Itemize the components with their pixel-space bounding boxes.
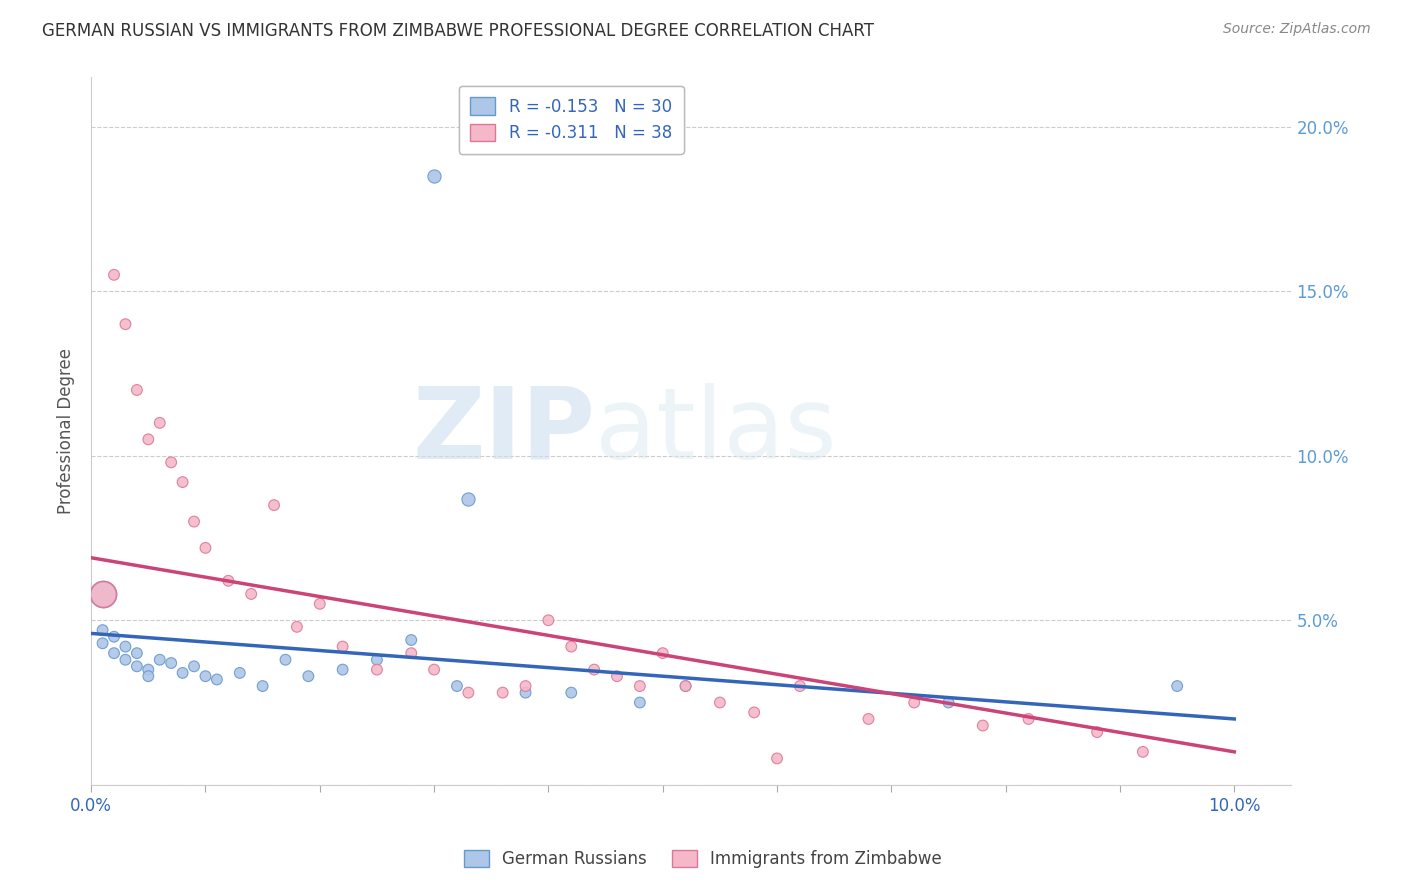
Point [136,433,159,447]
Point [91,636,114,650]
Point [136,669,159,683]
Point [149,653,172,667]
Point [766,751,789,765]
Point [183,659,205,673]
Point [423,663,446,677]
Point [492,686,515,700]
Point [560,686,582,700]
Point [114,640,136,654]
Point [240,587,263,601]
Point [938,696,960,710]
Point [114,653,136,667]
Point [606,669,628,683]
Point [114,317,136,331]
Point [285,620,308,634]
Legend: German Russians, Immigrants from Zimbabwe: German Russians, Immigrants from Zimbabw… [457,843,949,875]
Point [125,383,148,397]
Point [446,679,468,693]
Point [583,663,606,677]
Point [274,653,297,667]
Point [103,646,125,660]
Text: atlas: atlas [595,383,837,480]
Point [252,679,274,693]
Point [194,541,217,555]
Point [366,663,388,677]
Point [217,574,239,588]
Point [91,623,114,637]
Point [972,718,994,732]
Point [160,455,183,469]
Point [103,630,125,644]
Point [91,587,114,601]
Y-axis label: Professional Degree: Professional Degree [58,348,75,514]
Text: Source: ZipAtlas.com: Source: ZipAtlas.com [1223,22,1371,37]
Point [297,669,319,683]
Point [308,597,330,611]
Point [537,613,560,627]
Point [149,416,172,430]
Point [366,653,388,667]
Point [675,679,697,693]
Point [515,679,537,693]
Point [675,679,697,693]
Point [709,696,731,710]
Text: ZIP: ZIP [412,383,595,480]
Point [172,475,194,489]
Point [136,663,159,677]
Point [125,659,148,673]
Point [125,646,148,660]
Point [457,686,479,700]
Point [628,679,651,693]
Point [160,656,183,670]
Legend: R = -0.153   N = 30, R = -0.311   N = 38: R = -0.153 N = 30, R = -0.311 N = 38 [458,86,683,153]
Point [1132,745,1154,759]
Point [332,640,354,654]
Point [423,169,446,183]
Point [457,491,479,506]
Point [560,640,582,654]
Point [515,686,537,700]
Point [194,669,217,683]
Point [903,696,925,710]
Point [91,587,114,601]
Point [399,632,422,647]
Point [332,663,354,677]
Text: GERMAN RUSSIAN VS IMMIGRANTS FROM ZIMBABWE PROFESSIONAL DEGREE CORRELATION CHART: GERMAN RUSSIAN VS IMMIGRANTS FROM ZIMBAB… [42,22,875,40]
Point [183,515,205,529]
Point [858,712,880,726]
Point [103,268,125,282]
Point [651,646,673,660]
Point [172,665,194,680]
Point [628,696,651,710]
Point [263,498,285,512]
Point [399,646,422,660]
Point [1085,725,1108,739]
Point [1018,712,1040,726]
Point [205,673,228,687]
Point [1166,679,1188,693]
Point [742,706,765,720]
Point [789,679,811,693]
Point [229,665,252,680]
